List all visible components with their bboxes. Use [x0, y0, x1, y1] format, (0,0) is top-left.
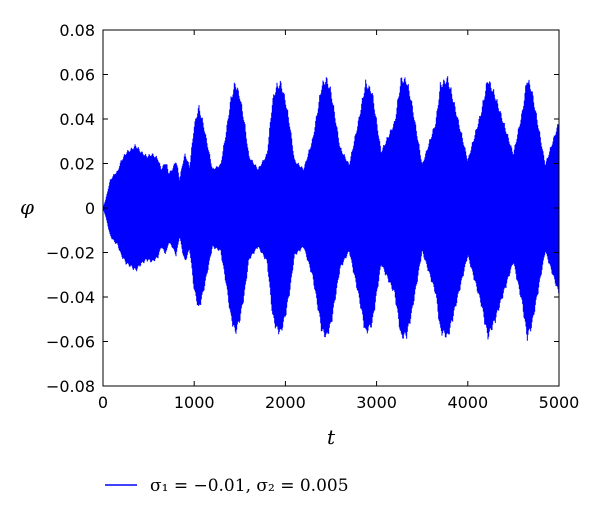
x-tick-label: 5000 [539, 393, 580, 412]
y-tick-label: −0.06 [46, 333, 95, 352]
y-tick-label: 0.02 [59, 155, 95, 174]
y-tick-label: 0.06 [59, 66, 95, 85]
x-axis: 0 1000 2000 3000 4000 5000 [98, 30, 579, 412]
x-tick-label: 2000 [265, 393, 306, 412]
y-tick-label: −0.04 [46, 288, 95, 307]
x-tick-label: 0 [98, 393, 108, 412]
y-tick-label: 0.08 [59, 21, 95, 40]
y-tick-label: −0.08 [46, 377, 95, 396]
y-tick-label: 0.04 [59, 110, 95, 129]
x-axis-label: t [327, 425, 336, 449]
x-tick-label: 3000 [356, 393, 397, 412]
x-tick-label: 4000 [447, 393, 488, 412]
series-layer [102, 76, 560, 341]
series-line [102, 76, 560, 341]
legend-label: σ₁ = −0.01, σ₂ = 0.005 [150, 476, 349, 496]
x-tick-label: 1000 [174, 393, 215, 412]
legend: σ₁ = −0.01, σ₂ = 0.005 [105, 476, 349, 496]
y-tick-label: 0 [85, 199, 95, 218]
y-axis: 0.08 0.06 0.04 0.02 0 −0.02 −0.04 −0.06 −0.08 [46, 21, 559, 396]
y-axis-label: φ [20, 195, 34, 219]
y-tick-label: −0.02 [46, 244, 95, 263]
